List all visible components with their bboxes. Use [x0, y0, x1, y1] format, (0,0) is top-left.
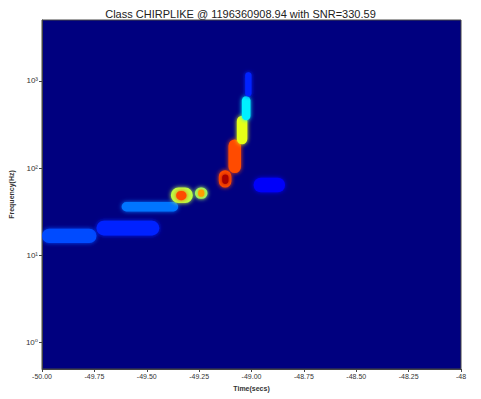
svg-text:10¹: 10¹	[26, 251, 38, 260]
svg-text:-48.25: -48.25	[399, 373, 419, 380]
svg-text:10²: 10²	[26, 164, 38, 173]
svg-text:Class CHIRPLIKE @ 1196360908.9: Class CHIRPLIKE @ 1196360908.94 with SNR…	[105, 8, 376, 20]
svg-text:-50.00: -50.00	[32, 373, 52, 380]
svg-text:-48.75: -48.75	[294, 373, 314, 380]
svg-text:Frequency(Hz): Frequency(Hz)	[8, 170, 16, 219]
svg-text:-48.50: -48.50	[346, 373, 366, 380]
svg-text:-48: -48	[456, 373, 466, 380]
svg-text:10³: 10³	[26, 76, 38, 85]
svg-text:Time(secs): Time(secs)	[233, 385, 269, 393]
svg-text:-49.25: -49.25	[189, 373, 209, 380]
svg-text:-49.75: -49.75	[84, 373, 104, 380]
svg-text:-49.50: -49.50	[137, 373, 157, 380]
svg-text:10⁰: 10⁰	[26, 338, 38, 347]
svg-text:-49.00: -49.00	[242, 373, 262, 380]
